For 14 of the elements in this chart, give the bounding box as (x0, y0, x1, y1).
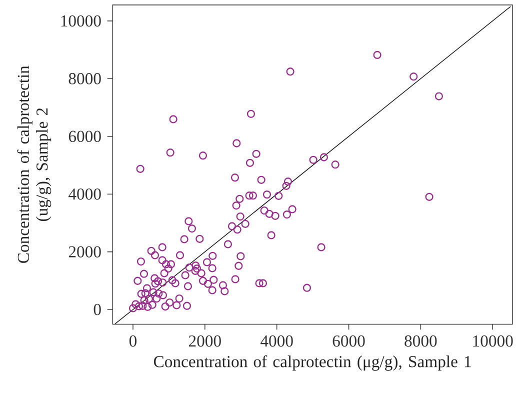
x-axis-title: Concentration of calprotectin (μg/g), Sample 1 (154, 355, 471, 371)
y-tick-label: 4000 (68, 188, 101, 200)
x-tick-label: 6000 (332, 335, 365, 347)
x-tick-label: 4000 (260, 335, 293, 347)
y-tick-label: 8000 (68, 73, 101, 84)
x-tick-label: 10000 (473, 335, 513, 347)
y-axis-title: Concentration of calprotectin (ug/g), Sample 2 (17, 66, 52, 263)
y-tick-label: 2000 (68, 246, 101, 258)
x-tick-label: 2000 (188, 335, 221, 347)
y-tick-label: 0 (94, 304, 101, 316)
x-tick-label: 0 (129, 335, 137, 347)
x-tick-label: 8000 (404, 335, 437, 347)
y-tick-label: 6000 (68, 130, 101, 142)
y-tick-label: 10000 (61, 15, 101, 27)
